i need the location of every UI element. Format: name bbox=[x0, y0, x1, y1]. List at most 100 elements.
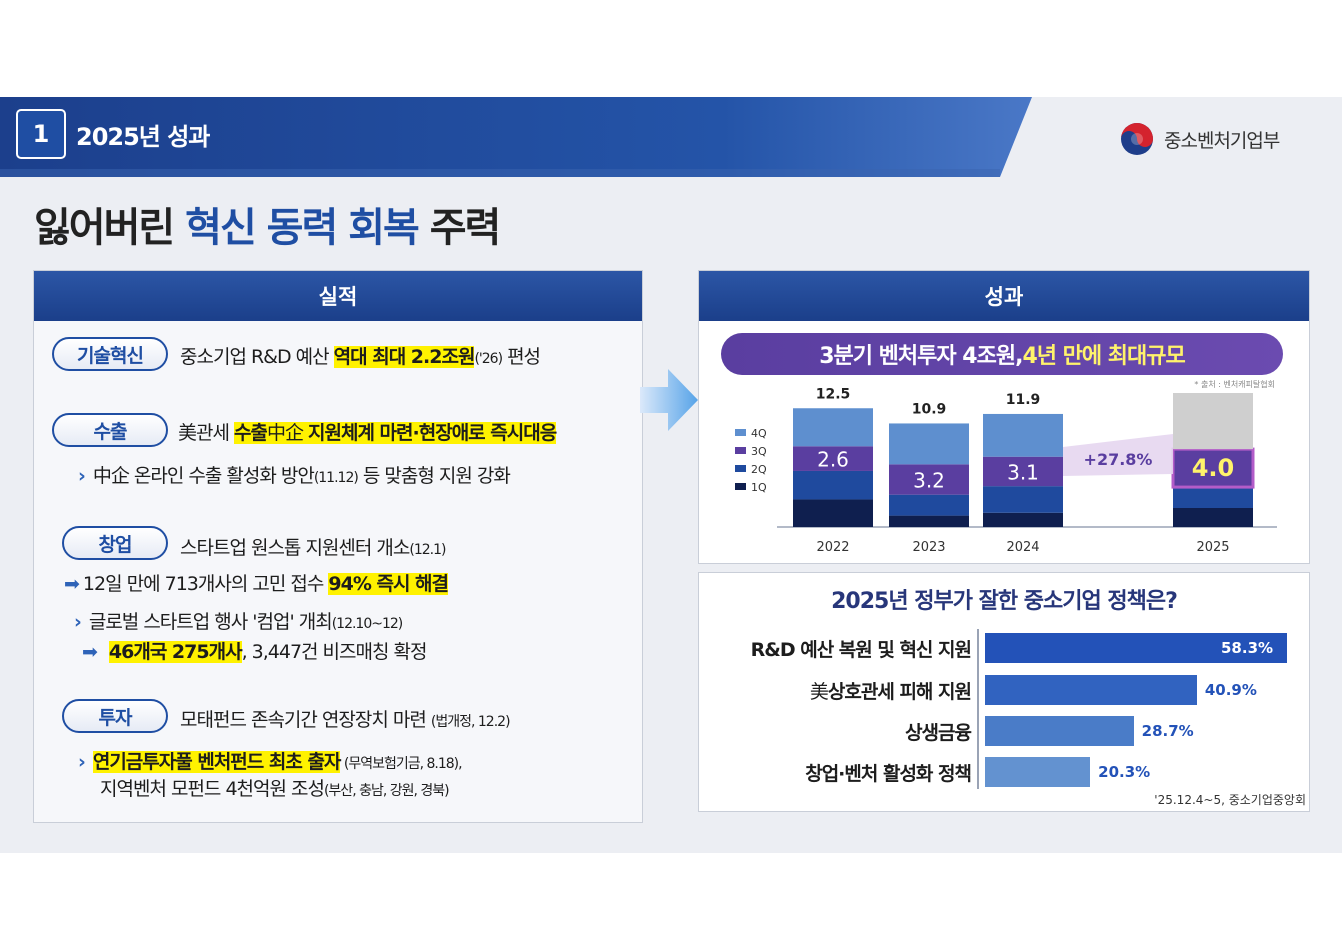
startup-line2-pre: 12일 만에 713개사의 고민 접수 bbox=[82, 573, 329, 595]
bar-3q bbox=[889, 464, 969, 495]
survey-bar bbox=[985, 716, 1134, 746]
banner-text: 3분기 벤처투자 4조원, bbox=[819, 344, 1023, 369]
invest-line3: 지역벤처 모펀드 4천억원 조성(부산, 충남, 강원, 경북) bbox=[100, 774, 450, 801]
tag-tech-innovation: 기술혁신 bbox=[52, 337, 168, 371]
bar-1q bbox=[1173, 508, 1253, 527]
bar-1q bbox=[889, 515, 969, 527]
tech-text-post: 편성 bbox=[502, 346, 541, 368]
bar-2q bbox=[983, 486, 1063, 513]
survey-value: 20.3% bbox=[1098, 763, 1151, 781]
bar-1q bbox=[983, 512, 1063, 527]
legend-swatch bbox=[735, 447, 746, 454]
ministry-name: 중소벤처기업부 bbox=[1164, 129, 1280, 152]
bar-3q bbox=[793, 446, 873, 471]
invest-line2: › 연기금투자풀 벤처펀드 최초 출자 (무역보험기금, 8.18), bbox=[78, 747, 463, 774]
section-number-badge: 1 bbox=[16, 109, 66, 159]
export-sub-text: › 中企 온라인 수출 활성화 방안(11.12) 등 맞춤형 지원 강화 bbox=[78, 461, 511, 488]
data-label-3q: 3.1 bbox=[1007, 460, 1039, 484]
x-tick-label: 2022 bbox=[816, 540, 849, 555]
performance-panel-heading: 성과 bbox=[699, 271, 1309, 321]
export-main-hl1: 수출 bbox=[234, 422, 268, 444]
legend-label: 3Q bbox=[751, 445, 767, 458]
legend-swatch bbox=[735, 429, 746, 436]
survey-label-startup: 창업·벤처 활성화 정책 bbox=[805, 763, 972, 785]
section-title: 2025년 성과 bbox=[76, 123, 210, 151]
arrow-right-icon: ➡ bbox=[64, 573, 80, 595]
bar-3q bbox=[1173, 449, 1253, 488]
x-tick-label: 2023 bbox=[912, 540, 945, 555]
tech-text: 중소기업 R&D 예산 역대 최대 2.2조원('26) 편성 bbox=[180, 342, 541, 369]
survey-value: 58.3% bbox=[1221, 639, 1274, 657]
data-label-3q: 2.6 bbox=[817, 448, 849, 472]
legend-label: 1Q bbox=[751, 481, 767, 494]
survey-label-tariff: 美상호관세 피해 지원 bbox=[809, 681, 972, 703]
startup-main-date: (12.1) bbox=[409, 542, 446, 558]
export-main-text: 美관세 수출中企 지원체계 마련·현장애로 즉시대응 bbox=[178, 418, 557, 445]
survey-bar bbox=[985, 675, 1197, 705]
invest-line2-highlight: 연기금투자풀 벤처펀드 최초 출자 bbox=[92, 751, 341, 773]
startup-main: 스타트업 원스톱 지원센터 개소 bbox=[180, 537, 410, 559]
chevron-right-icon: › bbox=[78, 751, 86, 773]
survey-axis bbox=[977, 629, 979, 789]
tag-investment: 투자 bbox=[62, 699, 168, 733]
export-main-pre: 美관세 bbox=[178, 422, 234, 444]
bar-2q bbox=[1173, 487, 1253, 508]
startup-line2: ➡ 12일 만에 713개사의 고민 접수 94% 즉시 해결 bbox=[64, 569, 449, 596]
banner-highlight: 4년 만에 최대규모 bbox=[1022, 344, 1185, 369]
chart-source: * 출처 : 벤처캐피탈협회 bbox=[1194, 380, 1275, 389]
startup-line3-pre: 글로벌 스타트업 행사 '컴업' 개최 bbox=[88, 611, 333, 633]
x-tick-label: 2025 bbox=[1196, 540, 1229, 555]
title-part2: 주력 bbox=[417, 205, 502, 251]
startup-line2-highlight: 94% 즉시 해결 bbox=[328, 573, 449, 595]
export-sub-date: (11.12) bbox=[313, 470, 359, 486]
invest-line3-pre: 지역벤처 모펀드 4천억원 조성 bbox=[100, 778, 325, 800]
results-panel-heading: 실적 bbox=[34, 271, 642, 321]
startup-line4-highlight: 46개국 275개사 bbox=[108, 641, 243, 663]
invest-main: 모태펀드 존속기간 연장장치 마련 bbox=[180, 709, 431, 731]
bar-2q bbox=[889, 494, 969, 516]
title-highlight: 혁신 동력 회복 bbox=[185, 205, 420, 251]
total-label: 10.9 bbox=[912, 401, 947, 417]
ministry-brand: 중소벤처기업부 bbox=[1120, 122, 1280, 156]
survey-bar bbox=[985, 757, 1091, 787]
total-label: 11.9 bbox=[1006, 392, 1041, 408]
data-label-3q: 3.2 bbox=[913, 469, 945, 493]
survey-panel: 2025년 정부가 잘한 중소기업 정책은? R&D 예산 복원 및 혁신 지원… bbox=[698, 572, 1310, 812]
survey-label-finance: 상생금융 bbox=[905, 722, 972, 744]
tech-text-year: ('26) bbox=[474, 351, 503, 367]
startup-line4: ➡ 46개국 275개사, 3,447건 비즈매칭 확정 bbox=[82, 637, 428, 664]
big-arrow-right-icon bbox=[640, 369, 698, 431]
x-tick-label: 2024 bbox=[1006, 540, 1039, 555]
export-main-mid: 中企 bbox=[266, 422, 309, 444]
export-main-hl2: 지원체계 마련·현장애로 즉시대응 bbox=[308, 422, 557, 444]
invest-line3-regions: (부산, 충남, 강원, 경북) bbox=[323, 783, 450, 799]
bar-1q bbox=[793, 499, 873, 527]
growth-connector bbox=[1063, 434, 1173, 476]
venture-investment-chart: 4Q 3Q 2Q 1Q 12.5 2022 10.9 2023 11.9 2024 2025 +27.… bbox=[735, 386, 1277, 555]
legend-label: 2Q bbox=[751, 463, 767, 476]
survey-note: '25.12.4~5, 중소기업중앙회 bbox=[1154, 793, 1306, 807]
results-panel: 실적 기술혁신 중소기업 R&D 예산 역대 최대 2.2조원('26) 편성 … bbox=[33, 270, 643, 823]
survey-label-rnd: R&D 예산 복원 및 혁신 지원 bbox=[750, 639, 972, 661]
startup-line4-post: , 3,447건 비즈매칭 확정 bbox=[241, 641, 428, 663]
chevron-right-icon: › bbox=[78, 465, 86, 487]
bar-4q bbox=[983, 413, 1063, 457]
bar-placeholder bbox=[1173, 393, 1253, 450]
export-sub-post: 등 맞춤형 지원 강화 bbox=[357, 465, 511, 487]
venture-investment-banner: 3분기 벤처투자 4조원, 4년 만에 최대규모 bbox=[721, 333, 1283, 375]
bar-4q bbox=[889, 423, 969, 465]
export-sub-pre: 中企 온라인 수출 활성화 방안 bbox=[92, 465, 315, 487]
page-title: 잃어버린 혁신 동력 회복 주력 bbox=[34, 195, 502, 253]
tech-text-pre: 중소기업 R&D 예산 bbox=[180, 346, 334, 368]
taegeuk-logo-icon bbox=[1121, 123, 1153, 155]
invest-main-detail: (법개정, 12.2) bbox=[430, 714, 511, 730]
survey-value: 28.7% bbox=[1141, 722, 1194, 740]
legend-label: 4Q bbox=[751, 427, 767, 440]
legend-swatch bbox=[735, 483, 746, 490]
chevron-right-icon: › bbox=[74, 611, 82, 633]
bar-4q bbox=[793, 408, 873, 447]
arrow-right-icon: ➡ bbox=[82, 641, 98, 663]
tag-export: 수출 bbox=[52, 413, 168, 447]
startup-line3: › 글로벌 스타트업 행사 '컴업' 개최(12.10~12) bbox=[74, 607, 403, 634]
growth-label: +27.8% bbox=[1084, 450, 1153, 469]
